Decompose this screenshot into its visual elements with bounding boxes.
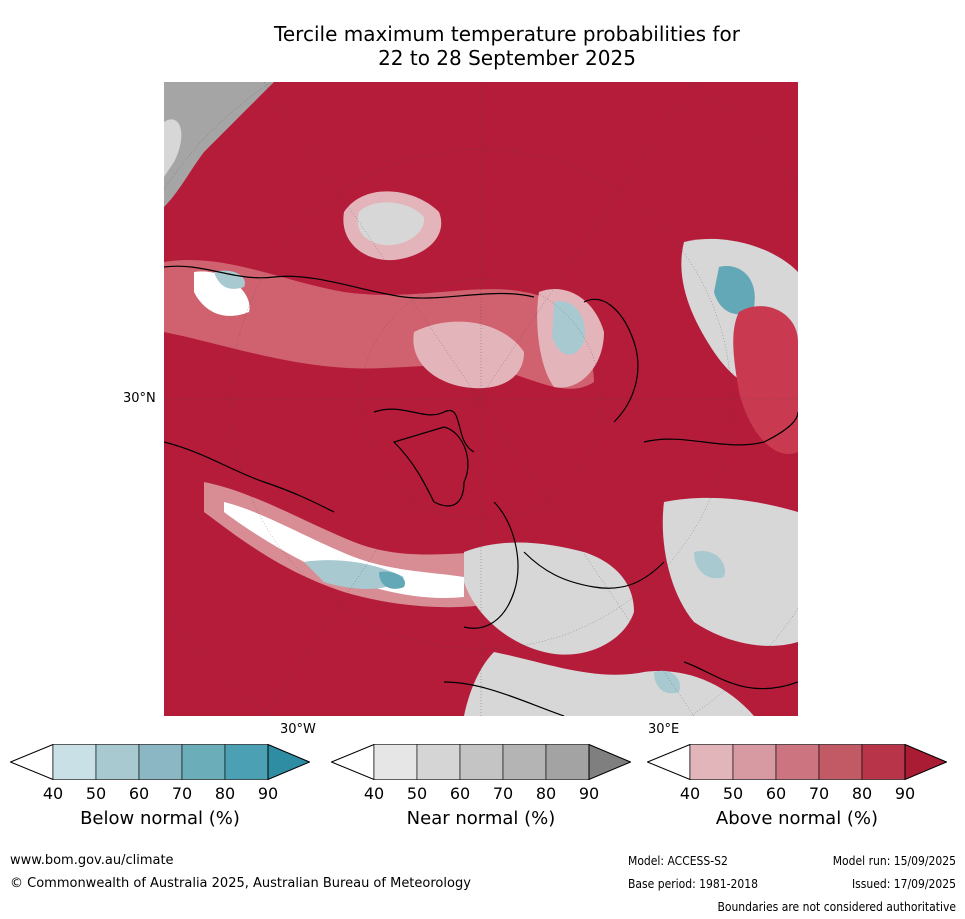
lat-label-30n: 30°N: [123, 391, 156, 406]
colorbar-tick-label: 60: [765, 784, 787, 803]
colorbar-extend-high: [904, 743, 948, 781]
colorbar-svg: [9, 743, 311, 781]
colorbar-tick-label: 70: [808, 784, 830, 803]
colorbar-segment: [732, 744, 777, 780]
colorbar-tick-label: 60: [449, 784, 471, 803]
colorbar-tick-label: 40: [679, 784, 701, 803]
probability-map[interactable]: [164, 82, 798, 716]
colorbar-svg: [330, 743, 632, 781]
colorbar-svg: [646, 743, 948, 781]
colorbar-segment: [224, 744, 269, 780]
colorbar-segment: [775, 744, 820, 780]
lon-label-30e: 30°E: [648, 722, 680, 737]
colorbar-ticks: 40 50 60 70 80 90: [10, 784, 310, 804]
region-below-normal-pacific: [304, 560, 404, 589]
colorbar-0: [9, 743, 311, 781]
colorbar-title: Above normal (%): [715, 808, 879, 829]
colorbar-tick-label: 40: [363, 784, 385, 803]
colorbar-extend-low: [9, 743, 54, 781]
colorbar-tick-label: 50: [85, 784, 107, 803]
colorbar-ticks: 40 50 60 70 80 90: [647, 784, 947, 804]
colorbar-segment: [138, 744, 183, 780]
region-near-normal-npac-core: [357, 202, 425, 246]
region-near-normal-nw: [164, 82, 274, 207]
lon-label-30w: 30°W: [280, 722, 316, 737]
footer-model: Model: ACCESS-S2: [628, 854, 728, 868]
colorbar-tick-label: 50: [406, 784, 428, 803]
colorbar-segment: [459, 744, 504, 780]
colorbar-tick-label: 90: [894, 784, 916, 803]
footer-copyright: © Commonwealth of Australia 2025, Austra…: [10, 876, 471, 891]
colorbar-tick-label: 70: [171, 784, 193, 803]
colorbar-segment: [416, 744, 461, 780]
region-near-normal-nw-light: [164, 119, 182, 177]
footer-url[interactable]: www.bom.gov.au/climate: [10, 853, 174, 868]
footer-disclaimer: Boundaries are not considered authoritat…: [717, 900, 956, 914]
region-below-normal-pacific-core: [379, 571, 405, 589]
colorbar-segment: [181, 744, 226, 780]
region-below-normal-east-asia: [714, 266, 755, 315]
colorbar-extend-low: [646, 743, 691, 781]
colorbar-segment: [689, 744, 734, 780]
chart-title: Tercile maximum temperature probabilitie…: [0, 22, 965, 70]
colorbar-ticks: 40 50 60 70 80 90: [331, 784, 631, 804]
region-above-east-asia: [733, 306, 798, 454]
colorbar-tick-label: 60: [128, 784, 150, 803]
colorbar-title: Near normal (%): [406, 808, 556, 829]
region-near-normal-south: [464, 652, 754, 716]
map-svg: [164, 82, 798, 716]
region-near-normal-europe: [464, 542, 634, 655]
colorbar-1: [330, 743, 632, 781]
colorbar-tick-label: 90: [578, 784, 600, 803]
region-white-pacific: [194, 271, 250, 316]
colorbar-extend-high: [588, 743, 632, 781]
graticule: [164, 82, 798, 716]
colorbar-extend-low: [330, 743, 375, 781]
footer-base-period: Base period: 1981-2018: [628, 877, 759, 891]
region-white-arctic: [413, 321, 524, 389]
title-line-2: 22 to 28 September 2025: [378, 46, 636, 70]
footer-model-run: Model run: 15/09/2025: [832, 854, 956, 868]
colorbar-segment: [818, 744, 863, 780]
region-below-normal-south: [654, 670, 680, 694]
region-below-normal-mideast: [694, 551, 725, 579]
colorbar-tick-label: 80: [535, 784, 557, 803]
colorbar-tick-label: 80: [214, 784, 236, 803]
colorbar-tick-label: 50: [722, 784, 744, 803]
title-line-1: Tercile maximum temperature probabilitie…: [274, 22, 740, 46]
colorbar-segment: [502, 744, 547, 780]
colorbar-2: [646, 743, 948, 781]
colorbar-segment: [373, 744, 418, 780]
region-near-normal-mideast: [662, 497, 798, 646]
colorbar-segment: [545, 744, 590, 780]
region-below-normal-siberia-core: [552, 301, 585, 355]
colorbar-segment: [861, 744, 906, 780]
colorbar-segment: [95, 744, 140, 780]
footer-issued: Issued: 17/09/2025: [851, 877, 956, 891]
colorbar-extend-high: [267, 743, 311, 781]
colorbar-title: Below normal (%): [80, 808, 240, 829]
colorbar-tick-label: 40: [42, 784, 64, 803]
region-white-pacific-band-core: [224, 502, 464, 598]
coastlines: [164, 265, 798, 716]
colorbar-tick-label: 70: [492, 784, 514, 803]
colorbar-tick-label: 90: [257, 784, 279, 803]
colorbar-segment: [52, 744, 97, 780]
colorbar-tick-label: 80: [851, 784, 873, 803]
